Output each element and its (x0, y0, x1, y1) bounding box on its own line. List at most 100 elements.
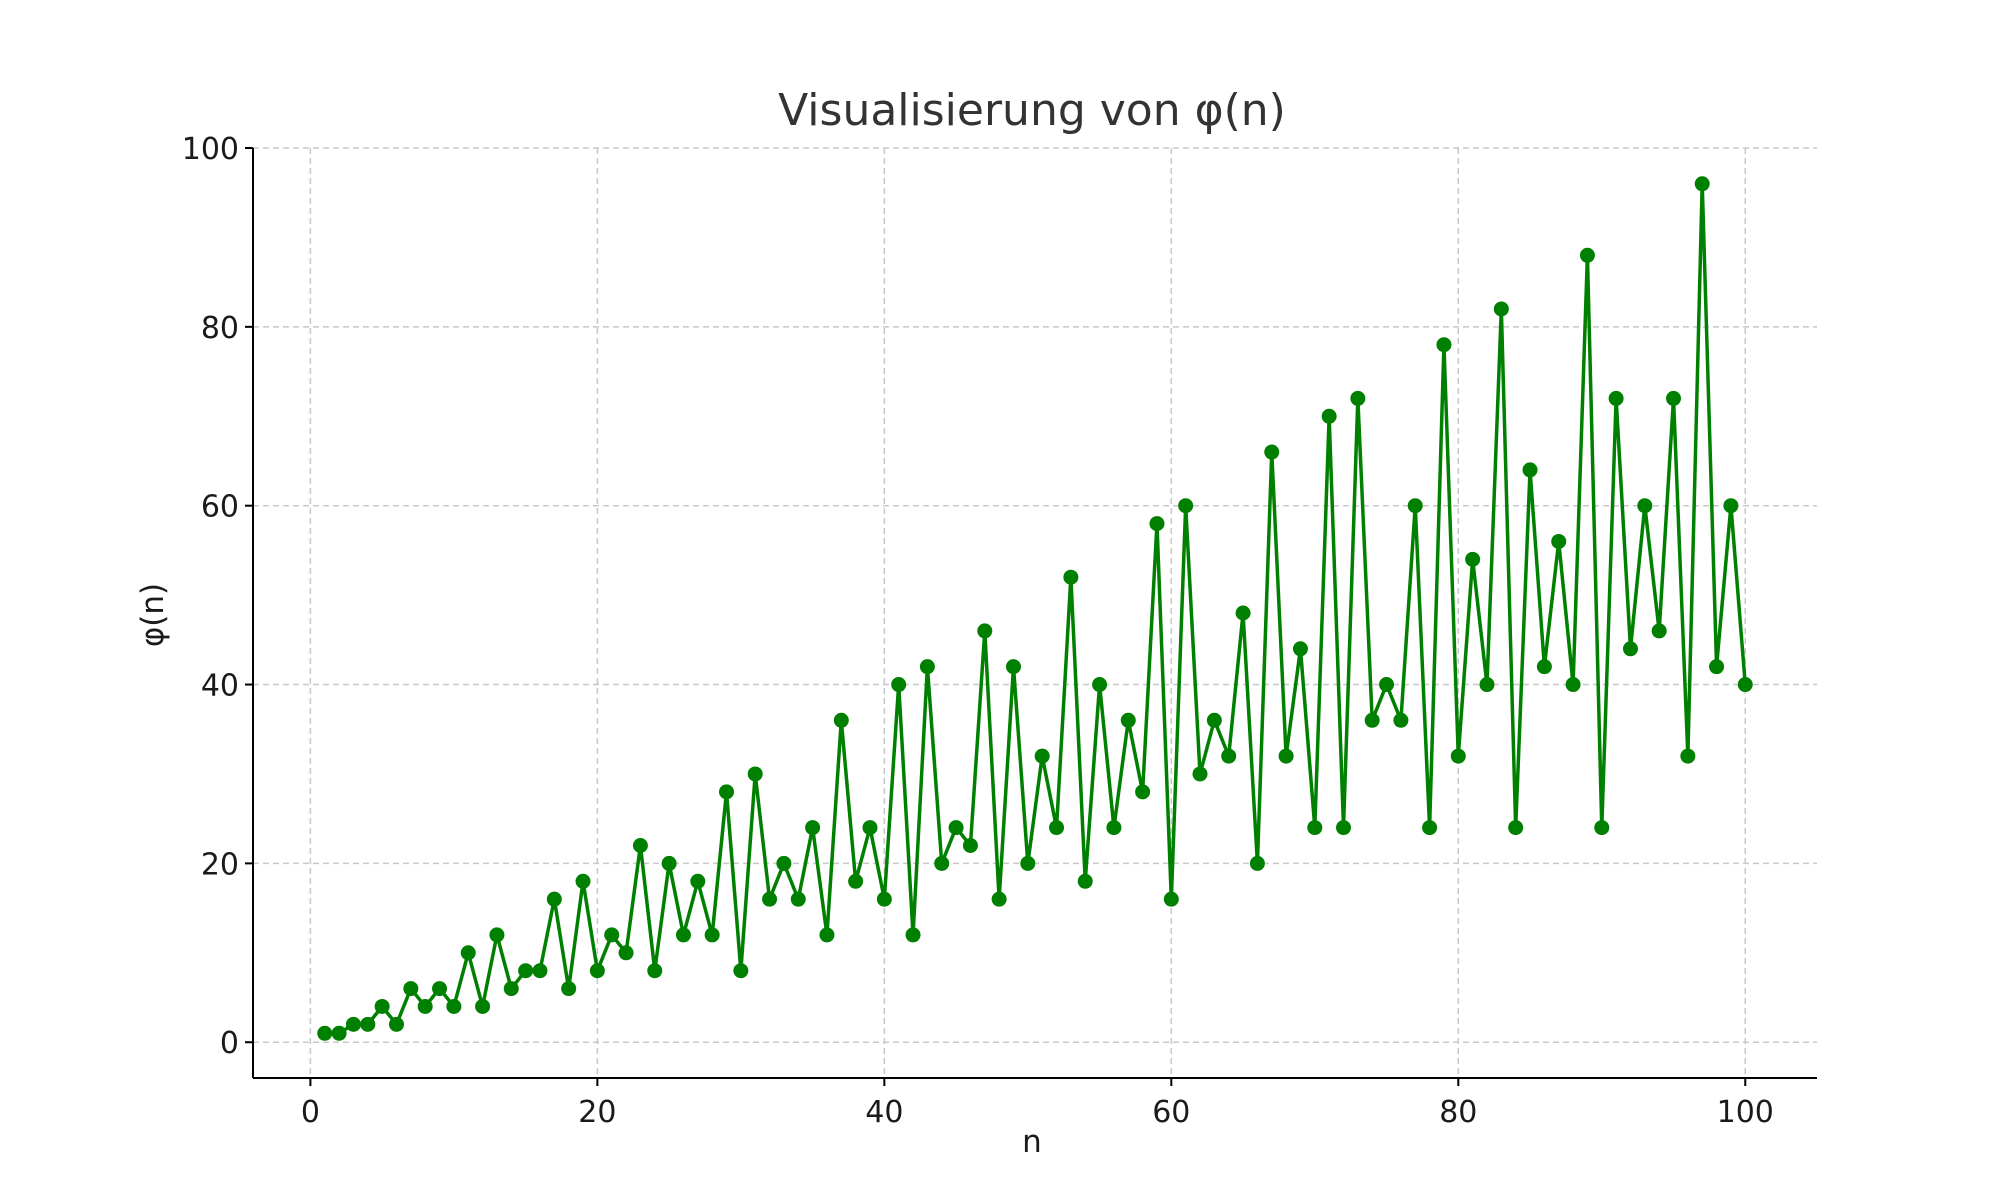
axes (252, 148, 1817, 1079)
y-tick-label: 80 (201, 311, 239, 346)
ticks: 0 20 40 60 80 100 0 20 40 60 80 100 (182, 132, 1774, 1130)
data-point (1092, 677, 1108, 693)
y-tick-label: 20 (201, 847, 239, 882)
x-tick-label: 20 (578, 1095, 616, 1130)
data-point (733, 963, 749, 979)
y-tick-label: 60 (201, 490, 239, 525)
data-point (1249, 855, 1265, 871)
data-point (417, 998, 433, 1014)
data-point (848, 873, 864, 889)
data-point (331, 1025, 347, 1041)
data-point (862, 820, 878, 836)
data-point (1393, 712, 1409, 728)
data-point (1192, 766, 1208, 782)
series-phi (317, 176, 1753, 1041)
data-point (1221, 748, 1237, 764)
data-point (1723, 498, 1739, 514)
data-point (1666, 390, 1682, 406)
data-point (1565, 677, 1581, 693)
data-point (432, 981, 448, 997)
x-tick-label: 40 (865, 1095, 903, 1130)
data-point (1120, 712, 1136, 728)
data-point (1479, 677, 1495, 693)
data-point (948, 820, 964, 836)
data-point (345, 1016, 361, 1032)
data-point (1350, 390, 1366, 406)
data-point (1178, 498, 1194, 514)
data-point (1206, 712, 1222, 728)
data-point (1709, 659, 1725, 675)
data-point (833, 712, 849, 728)
data-point (876, 891, 892, 907)
data-point (1163, 891, 1179, 907)
data-point (1522, 462, 1538, 478)
data-point (1622, 641, 1638, 657)
data-point (747, 766, 763, 782)
data-point (647, 963, 663, 979)
x-axis-title: n (1022, 1124, 1042, 1160)
data-point (891, 677, 907, 693)
data-point (819, 927, 835, 943)
data-point (1508, 820, 1524, 836)
data-point (546, 891, 562, 907)
data-point (1407, 498, 1423, 514)
data-point (317, 1025, 333, 1041)
data-point (1637, 498, 1653, 514)
data-point (905, 927, 921, 943)
data-point (962, 838, 978, 853)
data-point (1005, 659, 1021, 675)
data-point (934, 855, 950, 871)
series-line (322, 182, 1748, 1036)
x-tick-label: 0 (301, 1095, 320, 1130)
data-point (1264, 444, 1280, 460)
data-point (1049, 820, 1065, 836)
data-point (1135, 784, 1151, 800)
data-point (1450, 748, 1466, 764)
data-point (1737, 677, 1753, 693)
data-point (1321, 408, 1337, 424)
data-point (719, 784, 735, 800)
data-point (1551, 533, 1567, 549)
data-point (360, 1016, 376, 1032)
x-tick-label: 60 (1152, 1095, 1190, 1130)
data-point (1694, 176, 1710, 192)
y-axis-title: φ(n) (135, 583, 171, 647)
data-point (1077, 873, 1093, 889)
data-point (1034, 748, 1050, 764)
data-point (604, 927, 620, 943)
data-point (690, 873, 706, 889)
data-point (1335, 820, 1351, 836)
data-point (704, 927, 720, 943)
data-point (1063, 569, 1079, 585)
data-point (675, 927, 691, 943)
data-point (475, 998, 491, 1014)
data-point (589, 963, 605, 979)
data-point (618, 945, 634, 961)
data-point (446, 998, 462, 1014)
data-point (1379, 677, 1395, 693)
data-point (1307, 820, 1323, 836)
data-point (1436, 337, 1452, 353)
data-point (632, 838, 648, 853)
data-point (1149, 516, 1165, 532)
x-tick-label: 100 (1717, 1095, 1774, 1130)
data-point (1364, 712, 1380, 728)
data-point (1465, 551, 1481, 567)
data-point (991, 891, 1007, 907)
data-point (575, 873, 591, 889)
data-point (460, 945, 476, 961)
data-point (503, 981, 519, 997)
x-tick-label: 80 (1439, 1095, 1477, 1130)
data-point (561, 981, 577, 997)
data-point (1020, 855, 1036, 871)
data-point (388, 1016, 404, 1032)
y-tick-label: 0 (220, 1026, 239, 1061)
chart-title: Visualisierung von φ(n) (778, 85, 1286, 136)
data-point (403, 981, 419, 997)
data-point (661, 855, 677, 871)
data-point (532, 963, 548, 979)
data-point (1651, 623, 1667, 639)
data-point (1235, 605, 1251, 621)
